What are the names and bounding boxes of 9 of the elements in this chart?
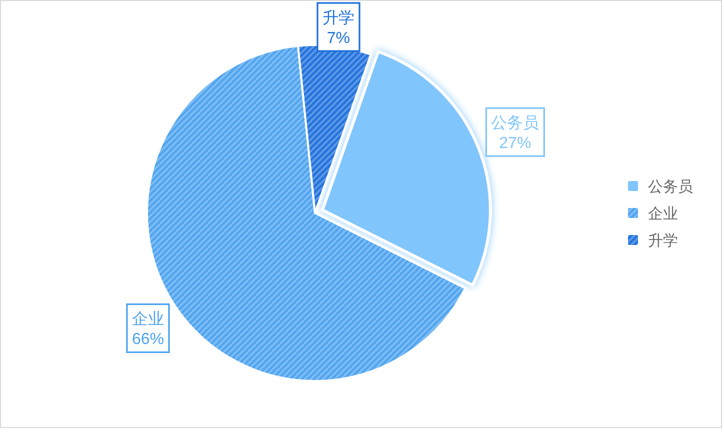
legend-label: 公务员 — [648, 178, 693, 196]
slice-label: 企业 — [132, 310, 164, 328]
legend-label: 企业 — [648, 206, 678, 222]
slice-label: 升学 — [322, 9, 354, 27]
data-label: 7% — [326, 30, 350, 47]
data-label: 66% — [132, 331, 164, 348]
data-label: 27% — [499, 135, 532, 152]
legend-label: 升学 — [648, 232, 678, 250]
slice-label: 公务员 — [491, 115, 540, 132]
